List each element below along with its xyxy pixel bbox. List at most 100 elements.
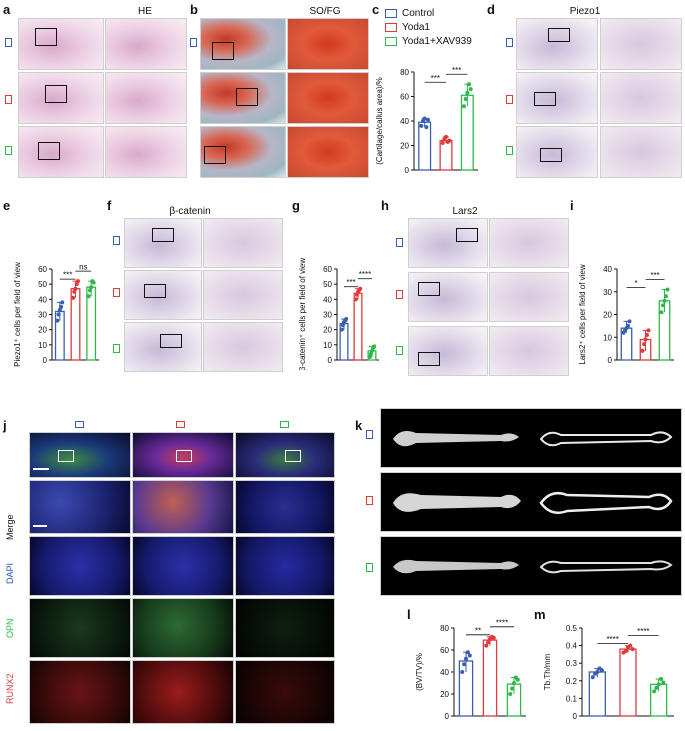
legend-label: Yoda1 — [402, 21, 430, 33]
significance-label: *** — [650, 271, 659, 280]
chart-c: 0 20 40 60 80 (Cartilage/callus area)/% *** *** — [372, 58, 484, 180]
zoom-box — [212, 42, 234, 60]
bcatenin-xav-zoom — [203, 322, 283, 372]
merge-xav — [235, 480, 335, 534]
zoom-box — [152, 228, 174, 242]
data-point — [515, 677, 520, 682]
sofg-xav-zoom — [287, 126, 369, 178]
dapi-yoda1 — [132, 536, 234, 596]
data-point — [339, 327, 344, 332]
y-tick-label: 60 — [323, 265, 332, 274]
y-tick-label: 0 — [405, 166, 410, 175]
legend-item-control: Control — [385, 6, 472, 20]
sofg-xav-image — [200, 126, 286, 178]
zoom-box — [176, 450, 192, 462]
control-group-marker — [366, 430, 373, 439]
lars2-yoda1-zoom — [489, 272, 569, 322]
data-point — [74, 282, 79, 287]
xav-group-marker — [280, 421, 289, 428]
data-point — [463, 96, 468, 101]
y-tick-label: 0 — [43, 356, 48, 365]
bone-render — [393, 559, 673, 574]
zoom-box — [456, 228, 478, 242]
dapi-xav — [235, 536, 335, 596]
data-point — [627, 319, 632, 324]
significance-label: ** — [475, 626, 481, 635]
row-label-dapi: DAPI — [5, 552, 19, 592]
data-point — [440, 141, 445, 146]
zoom-box — [160, 334, 182, 348]
yoda1-group-marker — [113, 288, 120, 297]
lars2-xav-image — [408, 326, 488, 376]
chart-g: 0 10 20 30 40 50 60 β-catenin⁺ cells per field … — [295, 255, 385, 371]
significance-label: *** — [431, 74, 440, 83]
bar — [418, 121, 432, 171]
lars2-control-image — [408, 218, 488, 268]
bcatenin-yoda1-image — [124, 270, 202, 320]
bcatenin-control-zoom — [203, 218, 283, 268]
data-point — [661, 680, 666, 685]
zoom-box — [204, 146, 226, 164]
xav-group-marker — [366, 563, 373, 572]
chart-i: 0 10 20 30 40 Lars2⁺ cells per field of view *… — [575, 255, 680, 370]
data-point — [665, 287, 670, 292]
he-control-image — [18, 18, 104, 70]
y-tick-label: 30 — [38, 311, 47, 320]
y-tick-label: 40 — [603, 265, 612, 274]
scale-bar — [33, 525, 47, 527]
significance-label: *** — [452, 66, 461, 75]
y-axis-label: (Cartilage/callus area)/% — [375, 77, 384, 165]
piezo1-xav-zoom — [600, 126, 682, 178]
panel-label-d: d — [487, 2, 495, 17]
y-tick-label: 0.2 — [566, 677, 578, 686]
panel-label-m: m — [534, 607, 546, 622]
legend-swatch — [385, 36, 397, 46]
piezo1-yoda1-zoom — [600, 72, 682, 124]
y-tick-label: 60 — [440, 646, 449, 655]
data-point — [370, 348, 374, 353]
data-point — [447, 138, 452, 143]
control-group-marker — [396, 238, 403, 247]
data-point — [467, 82, 472, 87]
sofg-title: SO/FG — [309, 6, 341, 17]
he-title: HE — [138, 6, 152, 17]
panel-label-i: i — [570, 198, 574, 213]
fluor-overview-yoda1 — [132, 432, 234, 478]
legend: Control Yoda1 Yoda1+XAV939 — [385, 6, 472, 48]
y-tick-label: 50 — [323, 280, 332, 289]
significance-label: ns — [79, 263, 87, 272]
sofg-yoda1-image — [200, 72, 286, 124]
lars2-title: Lars2 — [452, 206, 478, 217]
data-point — [59, 304, 64, 309]
yoda1-group-marker — [5, 95, 12, 104]
zoom-box — [418, 352, 440, 366]
y-tick-label: 10 — [323, 341, 332, 350]
chart-svg: 0 10 20 30 40 50 60 β-catenin⁺ cells per field … — [298, 258, 379, 371]
data-point — [644, 332, 649, 337]
legend-swatch — [385, 22, 397, 32]
data-point — [661, 303, 666, 308]
bone-render — [393, 492, 673, 514]
y-tick-label: 60 — [400, 93, 409, 102]
control-group-marker — [75, 421, 84, 428]
significance-label: *** — [63, 271, 72, 280]
row-label-opn: OPN — [5, 610, 19, 650]
xav-group-marker — [113, 344, 120, 353]
y-tick-label: 20 — [38, 326, 47, 335]
data-point — [73, 286, 78, 291]
data-point — [444, 134, 448, 139]
zoom-box — [548, 28, 570, 42]
y-tick-label: 20 — [440, 690, 449, 699]
data-point — [599, 668, 604, 673]
sofg-control-image — [200, 18, 286, 70]
runx2-yoda1 — [132, 660, 234, 724]
sofg-yoda1-zoom — [287, 72, 369, 124]
bcatenin-control-image — [124, 218, 202, 268]
piezo1-control-zoom — [600, 18, 682, 70]
y-tick-label: 30 — [323, 311, 332, 320]
significance-label: **** — [496, 618, 508, 627]
significance-label: **** — [359, 270, 371, 279]
y-axis-label: β-catenin⁺ cells per field of view — [298, 258, 307, 370]
data-point — [75, 279, 80, 284]
zoom-box — [534, 92, 556, 106]
